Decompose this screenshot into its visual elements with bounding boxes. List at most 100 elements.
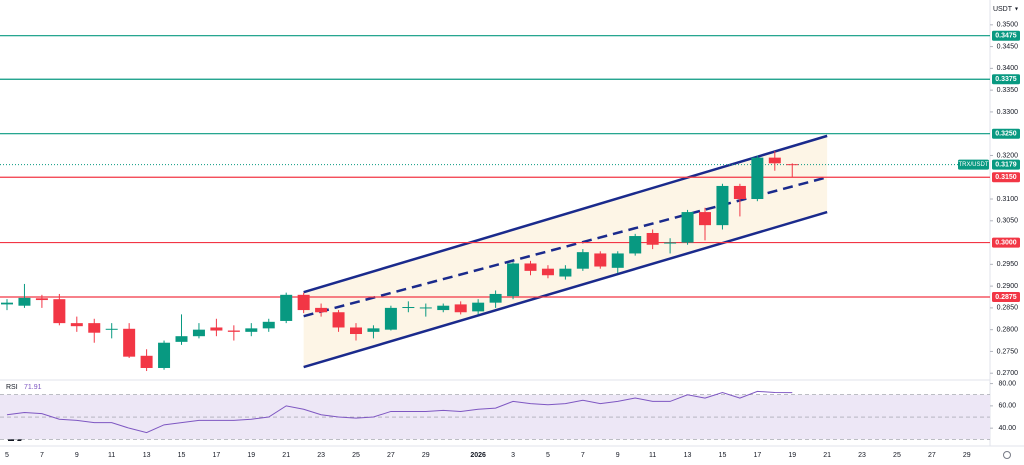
- candle-body: [175, 336, 188, 342]
- candle-body: [716, 185, 729, 226]
- level-badge: [992, 74, 1020, 85]
- rsi-tick-label: 80.00: [998, 380, 1016, 387]
- candle-body: [768, 157, 781, 164]
- last-price-label: 0.3179: [995, 161, 1017, 168]
- price-tick-label: 0.3500: [997, 22, 1019, 29]
- price-tick-label: 0.3450: [997, 43, 1019, 50]
- x-tick-label: 9: [75, 452, 79, 459]
- price-tick-label: 0.3300: [997, 109, 1019, 116]
- rsi-tick-label: 60.00: [998, 403, 1016, 410]
- price-tick-label: 0.3050: [997, 218, 1019, 225]
- settings-icon[interactable]: [1003, 451, 1011, 459]
- x-tick-label: 27: [387, 452, 395, 459]
- level-label: 0.3475: [995, 33, 1017, 40]
- level-badge: [992, 30, 1020, 41]
- x-tick-label: 25: [893, 452, 901, 459]
- x-tick-label: 21: [282, 452, 290, 459]
- x-tick-label: 7: [40, 452, 44, 459]
- x-tick-label: 11: [649, 452, 656, 459]
- candle-body: [367, 328, 380, 332]
- candle-body: [88, 323, 101, 333]
- candle-body: [699, 212, 711, 226]
- candle-body: [332, 312, 345, 328]
- x-tick-label: 11: [108, 452, 115, 459]
- price-tick-label: 0.2800: [997, 327, 1019, 334]
- candle-body: [786, 164, 799, 166]
- candle-body: [594, 253, 607, 267]
- channel-upper: [303, 134, 828, 294]
- x-tick-label: 15: [719, 452, 727, 459]
- x-tick-label: 7: [581, 452, 585, 459]
- symbol-badge: [958, 159, 989, 170]
- currency-arrow: ▾: [1015, 7, 1018, 13]
- candle-body: [437, 305, 450, 311]
- candle-body: [384, 307, 397, 330]
- level-label: 0.3375: [995, 76, 1017, 83]
- x-tick-label: 2026: [470, 452, 486, 459]
- x-tick-label: 23: [317, 452, 325, 459]
- candle-body: [507, 263, 520, 297]
- price-tick-label: 0.2750: [997, 348, 1019, 355]
- candle-body: [123, 328, 136, 357]
- price-tick-label: 0.2700: [997, 370, 1019, 377]
- x-tick-label: 21: [823, 452, 831, 459]
- price-tick-label: 0.2850: [997, 305, 1019, 312]
- candle-body: [192, 329, 205, 337]
- x-tick-label: 13: [143, 452, 151, 459]
- candle-body: [559, 268, 572, 277]
- candle-body: [611, 253, 624, 268]
- x-tick-label: 3: [511, 452, 515, 459]
- x-tick-label: 5: [546, 452, 550, 459]
- rsi-name: RSI: [6, 384, 18, 391]
- price-tick-label: 0.2900: [997, 283, 1019, 290]
- level-label: 0.3250: [995, 131, 1017, 138]
- price-tick-label: 0.3400: [997, 65, 1019, 72]
- x-tick-label: 19: [788, 452, 796, 459]
- x-tick-label: 29: [963, 452, 971, 459]
- candle-body: [681, 212, 694, 243]
- candle-body: [70, 323, 83, 327]
- x-tick-label: 25: [352, 452, 360, 459]
- candle-body: [454, 304, 467, 313]
- x-tick-label: 29: [422, 452, 430, 459]
- candle-body: [35, 298, 48, 301]
- candle-body: [751, 157, 764, 200]
- price-tick-label: 0.3350: [997, 87, 1019, 94]
- candle-body: [402, 307, 415, 309]
- candle-body: [315, 307, 328, 313]
- level-label: 0.2875: [995, 294, 1017, 301]
- level-badge: [992, 292, 1020, 302]
- rsi-tick-label: 40.00: [998, 425, 1016, 432]
- candle-body: [245, 328, 258, 332]
- candle-body: [53, 299, 66, 324]
- last-price-badge: [992, 159, 1020, 170]
- candle-body: [350, 327, 362, 335]
- candle-body: [280, 294, 293, 321]
- candle-body: [297, 294, 310, 311]
- candle-body: [419, 307, 432, 309]
- x-tick-label: 13: [684, 452, 692, 459]
- candle-body: [472, 302, 485, 312]
- level-badge: [992, 128, 1020, 139]
- x-tick-label: 27: [928, 452, 936, 459]
- currency-label: USDT: [993, 6, 1013, 13]
- candle-body: [18, 297, 31, 306]
- candle-body: [629, 236, 642, 254]
- candle-body: [227, 330, 240, 332]
- candle-body: [664, 242, 677, 244]
- x-tick-label: 19: [247, 452, 255, 459]
- candle-body: [733, 185, 746, 200]
- price-tick-label: 0.3100: [997, 196, 1019, 203]
- price-tick-label: 0.3200: [997, 152, 1019, 159]
- symbol-label: TRX/USDT: [959, 162, 989, 168]
- candle-body: [646, 232, 659, 245]
- candle-body: [489, 293, 502, 303]
- candle-body: [105, 328, 118, 330]
- level-badge: [992, 237, 1020, 248]
- x-tick-label: 23: [858, 452, 866, 459]
- candle-body: [262, 321, 275, 329]
- x-tick-label: 15: [178, 452, 186, 459]
- channel-fill: [303, 135, 828, 368]
- level-label: 0.3000: [995, 239, 1017, 246]
